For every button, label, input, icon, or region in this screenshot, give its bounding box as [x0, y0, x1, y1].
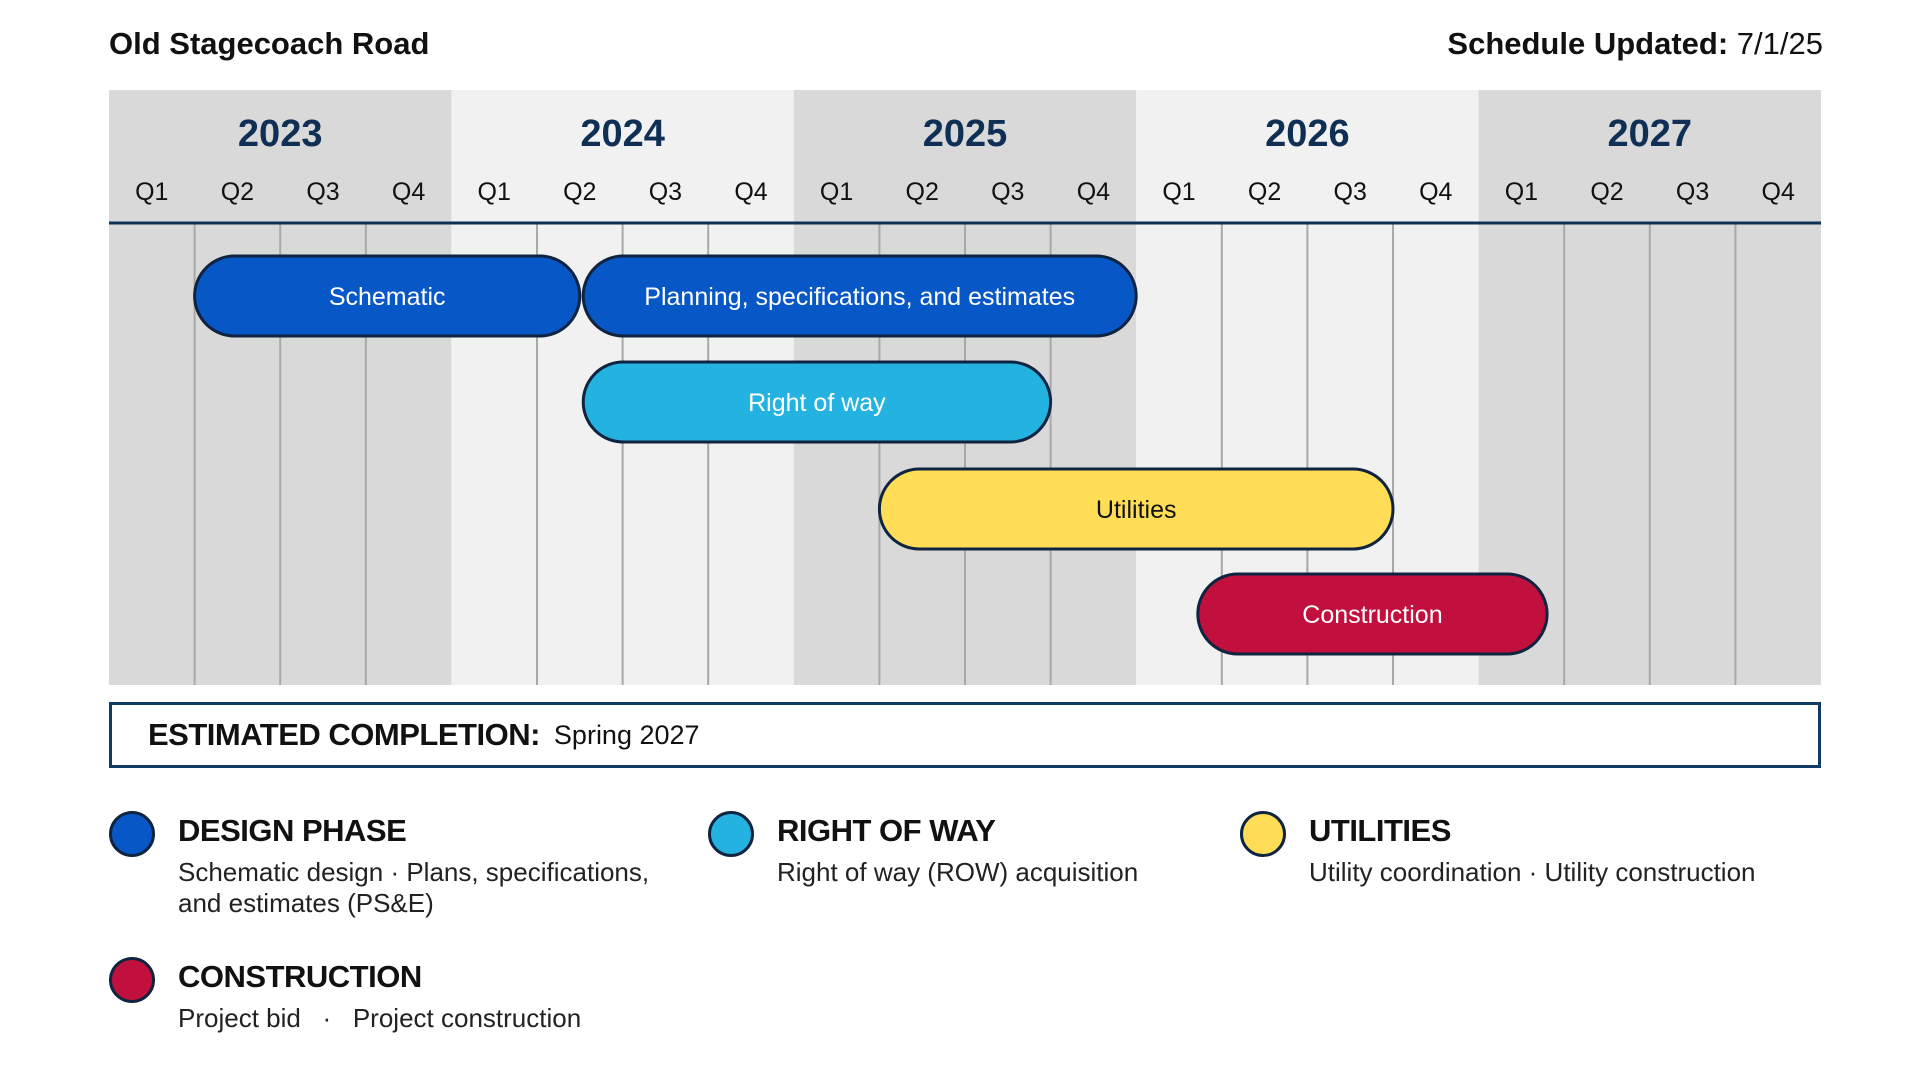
quarter-label: Q3: [306, 178, 339, 206]
schedule-updated-value: 7/1/25: [1736, 26, 1823, 61]
legend-utilities-dot: [1240, 811, 1286, 857]
task-bar-schematic: [193, 254, 582, 338]
legend-design-desc: Schematic design · Plans, specifications…: [178, 857, 650, 918]
estimated-completion-box: ESTIMATED COMPLETION: Spring 2027: [109, 702, 1821, 768]
legend-design-dot: [109, 811, 155, 857]
quarter-label: Q4: [1762, 178, 1795, 206]
task-bar-construction: [1196, 572, 1549, 656]
quarter-label: Q2: [906, 178, 939, 206]
legend-construction-dot: [109, 957, 155, 1003]
year-label: 2025: [923, 113, 1008, 155]
quarter-label: Q4: [1419, 178, 1452, 206]
quarter-label: Q2: [1590, 178, 1623, 206]
legend-utilities-title: UTILITIES: [1309, 813, 1451, 848]
quarter-label: Q4: [734, 178, 767, 206]
estimated-completion-label: ESTIMATED COMPLETION:: [148, 717, 540, 752]
quarter-label: Q3: [1676, 178, 1709, 206]
legend-right-of-way-title: RIGHT OF WAY: [777, 813, 996, 848]
task-label: Right of way: [748, 389, 886, 417]
task-label: Utilities: [1096, 496, 1177, 524]
year-label: 2027: [1608, 113, 1693, 155]
page-title: Old Stagecoach Road: [109, 26, 430, 61]
task-label: Planning, specifications, and estimates: [644, 283, 1075, 311]
legend-right-of-way-dot: [708, 811, 754, 857]
quarter-label: Q2: [221, 178, 254, 206]
quarter-label: Q2: [1248, 178, 1281, 206]
legend-construction-title: CONSTRUCTION: [178, 959, 422, 994]
quarter-label: Q3: [1334, 178, 1367, 206]
quarter-label: Q4: [1077, 178, 1110, 206]
task-bar-utilities: [877, 467, 1395, 551]
quarter-label: Q1: [820, 178, 853, 206]
quarter-label: Q3: [649, 178, 682, 206]
quarter-label: Q1: [1505, 178, 1538, 206]
schedule-updated: Schedule Updated: 7/1/25: [1447, 26, 1823, 62]
legend-utilities-desc: Utility coordination · Utility construct…: [1309, 857, 1756, 887]
quarter-label: Q1: [135, 178, 168, 206]
quarter-label: Q3: [991, 178, 1024, 206]
estimated-completion-value: Spring 2027: [553, 719, 700, 750]
quarter-label: Q1: [1162, 178, 1195, 206]
task-bar-planning-specifications-and-estimates: [581, 254, 1138, 338]
quarter-label: Q1: [478, 178, 511, 206]
schedule-updated-label: Schedule Updated:: [1447, 26, 1729, 61]
task-label: Schematic: [329, 283, 446, 311]
year-label: 2024: [580, 113, 665, 155]
task-label: Construction: [1302, 601, 1442, 629]
task-bar-right-of-way: [581, 360, 1053, 444]
year-label: 2026: [1265, 113, 1350, 155]
quarter-label: Q2: [563, 178, 596, 206]
year-label: 2023: [238, 113, 323, 155]
legend-design-title: DESIGN PHASE: [178, 813, 407, 848]
quarter-label: Q4: [392, 178, 425, 206]
legend-right-of-way-desc: Right of way (ROW) acquisition: [777, 857, 1139, 887]
gantt-chart: 2023 Q1 Q2 Q3 Q4 2024 Q1 Q2 Q3 Q4 2025 Q1 Q2 Q3 Q4 2026…: [109, 90, 1821, 685]
legend-construction-desc: Project bid · Project construction: [178, 1003, 582, 1033]
